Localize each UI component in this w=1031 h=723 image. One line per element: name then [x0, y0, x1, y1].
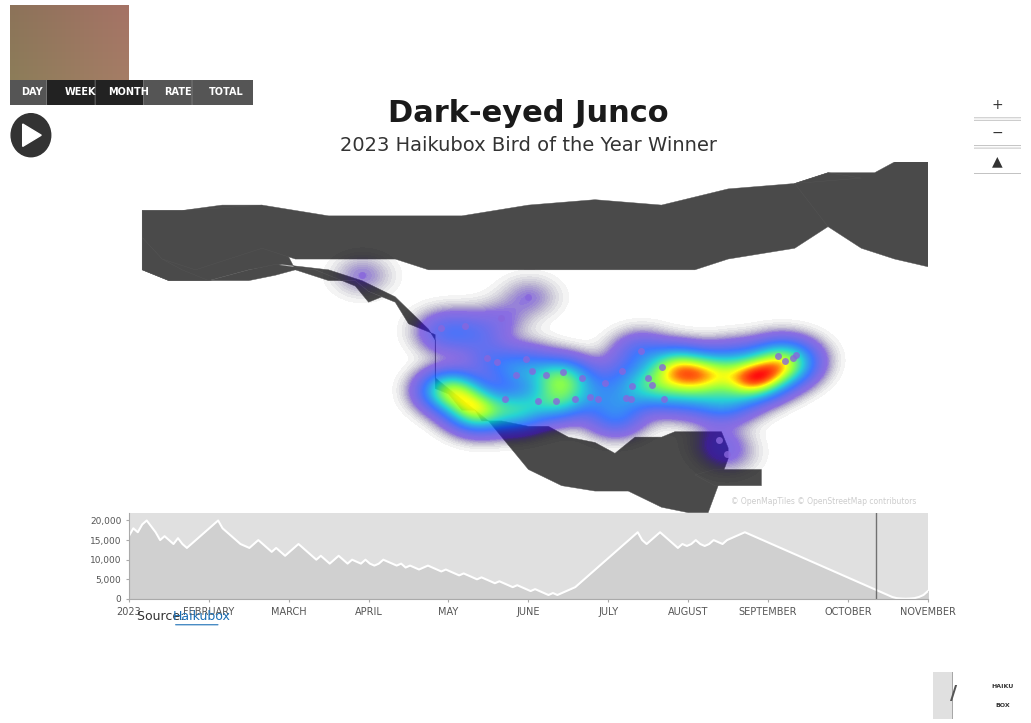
Point: [478, 353, 495, 364]
Point: [776, 355, 793, 367]
Text: ▲: ▲: [992, 154, 1003, 168]
Circle shape: [12, 115, 49, 155]
Polygon shape: [695, 469, 762, 486]
Text: RATE: RATE: [164, 87, 192, 97]
Point: [489, 356, 505, 368]
Point: [457, 321, 473, 333]
Point: [538, 369, 555, 380]
Point: [524, 365, 540, 377]
Point: [567, 393, 584, 405]
Text: WEEK: WEEK: [65, 87, 96, 97]
FancyBboxPatch shape: [0, 78, 66, 106]
Point: [785, 352, 801, 364]
FancyBboxPatch shape: [905, 658, 1002, 723]
Point: [581, 391, 598, 403]
Point: [555, 366, 571, 377]
Point: [643, 380, 660, 391]
Point: [497, 393, 513, 405]
Text: TOTAL: TOTAL: [208, 87, 243, 97]
Point: [433, 322, 450, 333]
Point: [656, 393, 672, 405]
FancyBboxPatch shape: [95, 78, 163, 106]
Polygon shape: [142, 205, 728, 513]
Text: Haikubox: Haikubox: [173, 610, 231, 623]
Text: DAY: DAY: [22, 87, 43, 97]
Point: [518, 353, 534, 364]
FancyBboxPatch shape: [973, 120, 1022, 145]
Point: [640, 372, 657, 383]
Point: [770, 351, 787, 362]
Polygon shape: [795, 140, 1031, 270]
Text: © OpenMapTiles © OpenStreetMap contributors: © OpenMapTiles © OpenStreetMap contribut…: [731, 497, 916, 505]
Point: [624, 380, 640, 392]
Circle shape: [11, 114, 51, 157]
Point: [719, 448, 735, 460]
Text: 2023 Haikubox Bird of the Year Winner: 2023 Haikubox Bird of the Year Winner: [340, 136, 717, 155]
Text: HAIKU: HAIKU: [992, 684, 1013, 689]
Text: BOX: BOX: [995, 703, 1010, 708]
Text: Dark-eyed Junco: Dark-eyed Junco: [388, 98, 669, 127]
FancyBboxPatch shape: [973, 148, 1022, 174]
Point: [493, 312, 509, 324]
Text: −: −: [992, 126, 1003, 140]
Text: Source:: Source:: [137, 610, 189, 623]
Point: [710, 434, 727, 445]
FancyBboxPatch shape: [46, 78, 114, 106]
FancyBboxPatch shape: [192, 78, 260, 106]
Text: MONTH: MONTH: [108, 87, 149, 97]
Point: [354, 270, 370, 281]
Point: [547, 395, 564, 407]
Point: [597, 377, 613, 389]
FancyBboxPatch shape: [973, 93, 1022, 118]
Point: [623, 393, 639, 405]
FancyBboxPatch shape: [143, 78, 211, 106]
Text: /: /: [950, 684, 957, 703]
Point: [613, 365, 630, 377]
Point: [590, 393, 606, 405]
Point: [530, 395, 546, 407]
Point: [573, 372, 590, 383]
Polygon shape: [142, 173, 861, 270]
Point: [508, 369, 525, 381]
Polygon shape: [23, 124, 41, 146]
Point: [618, 393, 634, 404]
Point: [633, 345, 650, 356]
Polygon shape: [142, 237, 381, 302]
Point: [654, 362, 670, 373]
Point: [788, 348, 804, 360]
Text: +: +: [992, 98, 1003, 112]
FancyBboxPatch shape: [952, 658, 1031, 723]
Point: [521, 291, 537, 303]
